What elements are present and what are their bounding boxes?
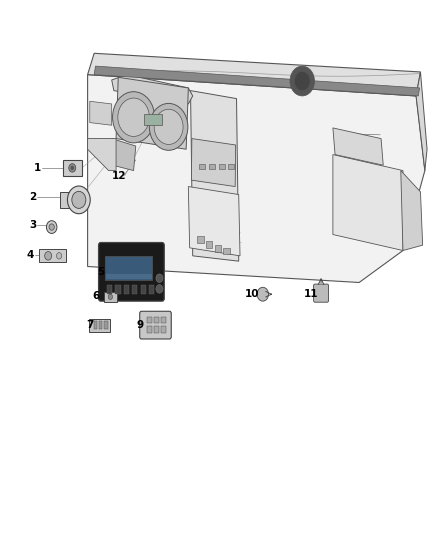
Polygon shape <box>94 66 420 96</box>
Polygon shape <box>191 139 236 187</box>
Bar <box>104 321 108 329</box>
Bar <box>219 164 225 169</box>
Text: 4: 4 <box>27 250 34 260</box>
Bar <box>147 326 152 333</box>
Polygon shape <box>88 53 420 96</box>
Circle shape <box>257 287 268 301</box>
Circle shape <box>294 71 310 91</box>
Circle shape <box>149 103 188 150</box>
Circle shape <box>113 92 155 143</box>
Bar <box>124 285 129 294</box>
Circle shape <box>57 253 62 259</box>
Polygon shape <box>88 139 116 171</box>
Text: 7: 7 <box>86 320 93 330</box>
Bar <box>107 285 112 294</box>
Bar <box>149 285 154 294</box>
Bar <box>147 317 152 323</box>
Polygon shape <box>188 187 240 256</box>
Polygon shape <box>88 75 425 282</box>
Bar <box>104 292 117 302</box>
Polygon shape <box>401 171 423 251</box>
Bar <box>106 274 152 279</box>
Text: 12: 12 <box>112 171 127 181</box>
Circle shape <box>290 66 314 96</box>
Bar <box>197 236 204 243</box>
Polygon shape <box>416 72 427 171</box>
Text: 5: 5 <box>97 267 104 277</box>
Polygon shape <box>109 139 136 171</box>
Text: 11: 11 <box>304 289 318 299</box>
Text: 9: 9 <box>137 320 144 330</box>
Bar <box>161 326 166 333</box>
Bar <box>209 164 215 169</box>
Polygon shape <box>90 101 112 125</box>
Text: 3: 3 <box>29 220 36 230</box>
Bar <box>228 164 234 169</box>
Bar <box>63 160 82 176</box>
Bar <box>94 321 97 329</box>
Bar <box>154 317 159 323</box>
Text: 1: 1 <box>34 163 41 173</box>
Bar <box>99 321 102 329</box>
Bar <box>105 256 152 280</box>
Text: 10: 10 <box>244 289 259 299</box>
Bar <box>144 114 162 125</box>
Bar <box>199 164 205 169</box>
Polygon shape <box>333 128 383 165</box>
Bar <box>215 245 221 252</box>
Circle shape <box>46 221 57 233</box>
Bar <box>89 319 110 332</box>
Circle shape <box>67 186 90 214</box>
Bar <box>132 285 138 294</box>
Polygon shape <box>112 75 193 104</box>
Circle shape <box>156 285 163 293</box>
Polygon shape <box>116 77 188 149</box>
Bar <box>161 317 166 323</box>
Circle shape <box>45 252 52 260</box>
Circle shape <box>156 274 163 282</box>
Polygon shape <box>191 91 239 261</box>
Bar <box>60 192 70 208</box>
Text: 6: 6 <box>93 291 100 301</box>
Polygon shape <box>333 155 403 251</box>
Bar <box>154 326 159 333</box>
Circle shape <box>72 191 86 208</box>
Circle shape <box>49 224 54 230</box>
Bar <box>39 249 66 262</box>
Bar <box>115 285 120 294</box>
FancyBboxPatch shape <box>140 311 171 339</box>
Bar <box>141 285 146 294</box>
Circle shape <box>69 164 76 172</box>
FancyBboxPatch shape <box>99 243 164 301</box>
Circle shape <box>71 166 74 170</box>
Text: 2: 2 <box>29 192 36 202</box>
FancyBboxPatch shape <box>314 284 328 302</box>
Bar <box>223 248 230 254</box>
Circle shape <box>154 109 183 144</box>
Bar <box>206 241 212 248</box>
Circle shape <box>118 98 149 136</box>
Circle shape <box>108 294 113 300</box>
